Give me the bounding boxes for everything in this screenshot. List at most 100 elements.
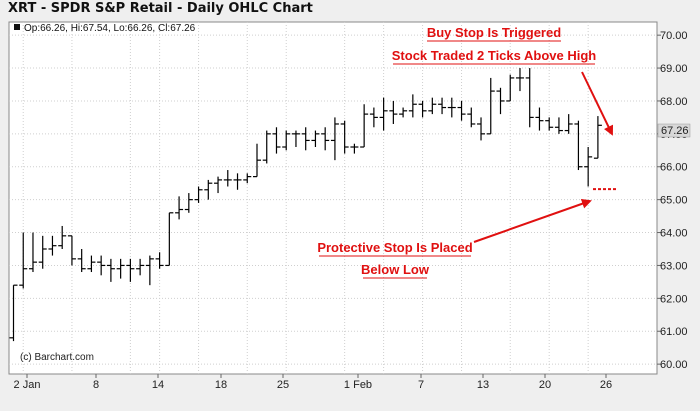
- ohlc-bar: [291, 130, 300, 148]
- ohlc-bar: [175, 196, 184, 220]
- ohlc-bar: [486, 77, 495, 135]
- ohlc-bar: [233, 173, 242, 190]
- ohlc-bar: [58, 225, 67, 249]
- ohlc-bar: [379, 97, 388, 131]
- ohlc-bar: [272, 127, 281, 154]
- ohlc-bar: [136, 258, 145, 276]
- ohlc-bar: [9, 284, 18, 342]
- ohlc-bar: [87, 255, 96, 273]
- ohlc-bar: [243, 173, 252, 184]
- last-price-badge-bg: [657, 123, 691, 138]
- info-bar: Op:66.26, Hi:67.54, Lo:66.26, Cl:67.26: [14, 23, 196, 34]
- x-tick-label: 25: [277, 379, 289, 391]
- y-tick-label: 65.00: [660, 195, 688, 207]
- ohlc-bar: [350, 143, 359, 154]
- chart-title: XRT - SPDR S&P Retail - Daily OHLC Chart: [8, 1, 313, 16]
- ohlc-bar: [165, 212, 174, 267]
- ohlc-bar: [428, 97, 437, 115]
- last-price-label: 67.26: [661, 125, 689, 137]
- ohlc-bar: [515, 68, 524, 92]
- ohlc-bar: [77, 248, 86, 273]
- ohlc-bar: [106, 258, 115, 282]
- protective-stop-annotation: Protective Stop Is Placed Below Low: [317, 188, 618, 279]
- ohlc-bar: [554, 117, 563, 134]
- ohlc-bar: [253, 143, 261, 178]
- x-tick-label: 2 Jan: [14, 379, 41, 391]
- buy-stop-line-2: Stock Traded 2 Ticks Above High: [392, 48, 597, 63]
- x-tick-label: 20: [539, 379, 551, 391]
- ohlc-bar: [301, 127, 310, 151]
- y-tick-label: 66.00: [660, 162, 688, 174]
- y-tick-label: 60.00: [660, 359, 688, 371]
- x-tick-label: 7: [418, 379, 424, 391]
- x-tick-label: 1 Feb: [344, 379, 372, 391]
- ohlc-bar: [155, 252, 164, 269]
- ohlc-bar: [184, 193, 193, 213]
- ohlc-info-text: Op:66.26, Hi:67.54, Lo:66.26, Cl:67.26: [24, 23, 196, 34]
- ohlc-bar: [214, 176, 223, 194]
- grid-lines: [9, 22, 657, 374]
- ohlc-bar: [438, 97, 447, 115]
- ohlc-bar: [116, 258, 125, 279]
- ohlc-bar: [545, 117, 554, 131]
- ohlc-bar: [389, 100, 398, 124]
- x-tick-label: 8: [93, 379, 99, 391]
- ohlc-bar: [321, 127, 330, 151]
- ohlc-bar: [340, 120, 349, 154]
- ohlc-bar: [145, 255, 154, 286]
- y-tick-label: 64.00: [660, 228, 688, 240]
- buy-stop-arrow: [581, 71, 614, 136]
- ohlc-bar: [467, 107, 476, 128]
- ohlc-bar: [67, 235, 76, 266]
- ohlc-bar: [19, 232, 28, 289]
- x-tick-label: 13: [477, 379, 489, 391]
- ohlc-bar: [535, 107, 544, 131]
- y-tick-label: 70.00: [660, 30, 688, 42]
- axes: 60.0061.0062.0063.0064.0065.0066.0067.00…: [14, 30, 688, 391]
- ohlc-bar: [574, 120, 583, 171]
- x-tick-label: 26: [600, 379, 612, 391]
- y-tick-label: 68.00: [660, 96, 688, 108]
- credit-text: (c) Barchart.com: [20, 352, 94, 363]
- info-marker-icon: [14, 24, 20, 30]
- ohlc-bar: [126, 258, 135, 282]
- ohlc-bar: [223, 170, 232, 187]
- y-tick-label: 62.00: [660, 293, 688, 305]
- ohlc-bar: [28, 232, 37, 273]
- y-tick-label: 61.00: [660, 326, 688, 338]
- ohlc-bar: [584, 147, 593, 187]
- ohlc-bar: [38, 235, 47, 269]
- ohlc-bar: [194, 186, 203, 203]
- buy-stop-annotation: Buy Stop Is Triggered Stock Traded 2 Tic…: [392, 25, 614, 136]
- ohlc-bar: [399, 107, 408, 118]
- ohlc-bar: [97, 255, 106, 276]
- ohlc-bar: [506, 74, 515, 102]
- ohlc-bar: [525, 68, 534, 128]
- ohlc-bar: [48, 235, 57, 256]
- buy-stop-line-1: Buy Stop Is Triggered: [427, 25, 561, 40]
- last-price-badge: 67.26: [657, 123, 691, 138]
- protective-stop-arrow: [473, 198, 592, 243]
- ohlc-bar: [593, 116, 602, 159]
- ohlc-bar: [477, 117, 486, 141]
- ohlc-bar: [418, 100, 427, 118]
- protective-stop-line-1: Protective Stop Is Placed: [317, 240, 472, 255]
- x-tick-label: 14: [152, 379, 164, 391]
- ohlc-bar: [457, 100, 466, 121]
- plot-area: [8, 21, 658, 375]
- ohlc-bar: [564, 114, 573, 134]
- y-tick-label: 63.00: [660, 260, 688, 272]
- ohlc-bar: [447, 97, 456, 118]
- y-tick-label: 69.00: [660, 63, 688, 75]
- ohlc-bar: [262, 130, 271, 164]
- ohlc-bar: [330, 117, 339, 161]
- x-tick-label: 18: [215, 379, 227, 391]
- ohlc-bar: [408, 94, 417, 118]
- ohlc-bars: [9, 68, 602, 342]
- ohlc-bar: [360, 104, 369, 148]
- ohlc-bar: [204, 179, 213, 200]
- protective-stop-line-2: Below Low: [361, 262, 430, 277]
- ohlc-bar: [496, 87, 505, 115]
- ohlc-bar: [311, 130, 320, 148]
